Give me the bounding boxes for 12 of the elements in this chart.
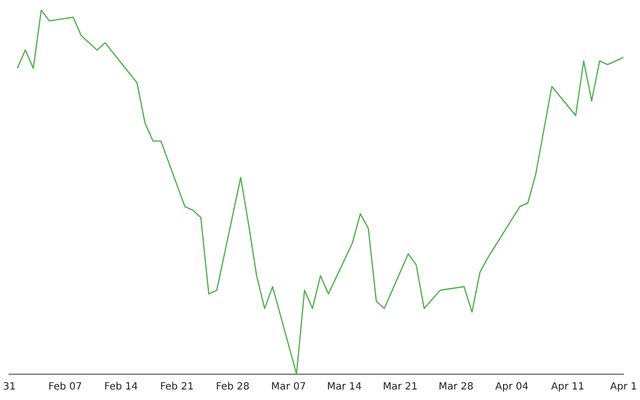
x-tick-label: Mar 21: [382, 382, 418, 393]
x-tick-label: 31: [2, 382, 16, 393]
x-tick-label: Apr 1: [610, 382, 637, 393]
x-tick-label: Feb 21: [160, 382, 194, 393]
x-tick-label: Feb 28: [216, 382, 250, 393]
x-tick-label: Mar 07: [271, 382, 306, 393]
x-tick-label: Mar 28: [438, 382, 474, 393]
x-tick-label: Apr 11: [551, 382, 584, 393]
x-tick-label: Feb 07: [48, 382, 82, 393]
x-tick-label: Apr 04: [495, 382, 529, 393]
x-tick-label: Mar 14: [327, 382, 362, 393]
x-tick-label: Feb 14: [104, 382, 138, 393]
